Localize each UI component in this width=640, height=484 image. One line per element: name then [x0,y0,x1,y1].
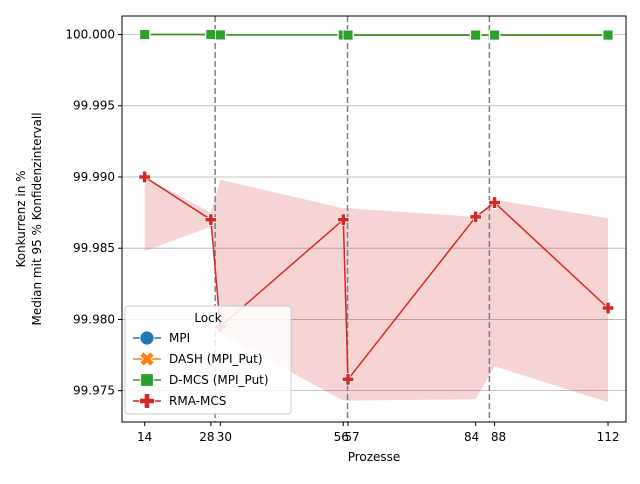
y-tick-label-4: 99.995 [73,99,115,113]
legend-marker-0 [140,331,154,345]
x-tick-label-2: 30 [217,430,232,444]
y-tick-label-0: 99.975 [73,384,115,398]
x-tick-label-0: 14 [137,430,152,444]
x-tick-label-4: 57 [344,430,359,444]
y-tick-label-2: 99.985 [73,241,115,255]
y-tick-label-1: 99.980 [73,312,115,326]
legend-label-3: RMA-MCS [169,394,226,408]
x-axis-label: Prozesse [348,450,401,464]
legend: Lock MPI DASH (MPI_Put) D-MCS (MPI_Put) RMA… [125,306,291,414]
y-axis-label-line-2: Median mit 95 % Konfidenzintervall [30,112,44,325]
legend-marker-2 [141,374,154,387]
legend-label-1: DASH (MPI_Put) [169,352,263,366]
data-point-s2-7 [603,30,613,40]
data-point-s2-2 [215,30,225,40]
legend-label-0: MPI [169,331,190,345]
y-tick-label-5: 100.000 [65,28,115,42]
data-point-s2-0 [140,30,150,40]
x-tick-label-7: 112 [597,430,620,444]
data-point-s2-4 [343,30,353,40]
y-axis-label-line-1: Konkurrenz in % [14,170,28,267]
y-tick-label-3: 99.990 [73,170,115,184]
data-point-s2-1 [206,30,216,40]
data-point-s2-5 [471,30,481,40]
data-point-s2-6 [490,30,500,40]
legend-title: Lock [194,311,221,325]
x-tick-label-5: 84 [464,430,479,444]
x-tick-label-1: 28 [199,430,214,444]
x-tick-label-6: 88 [491,430,506,444]
legend-label-2: D-MCS (MPI_Put) [169,373,269,387]
